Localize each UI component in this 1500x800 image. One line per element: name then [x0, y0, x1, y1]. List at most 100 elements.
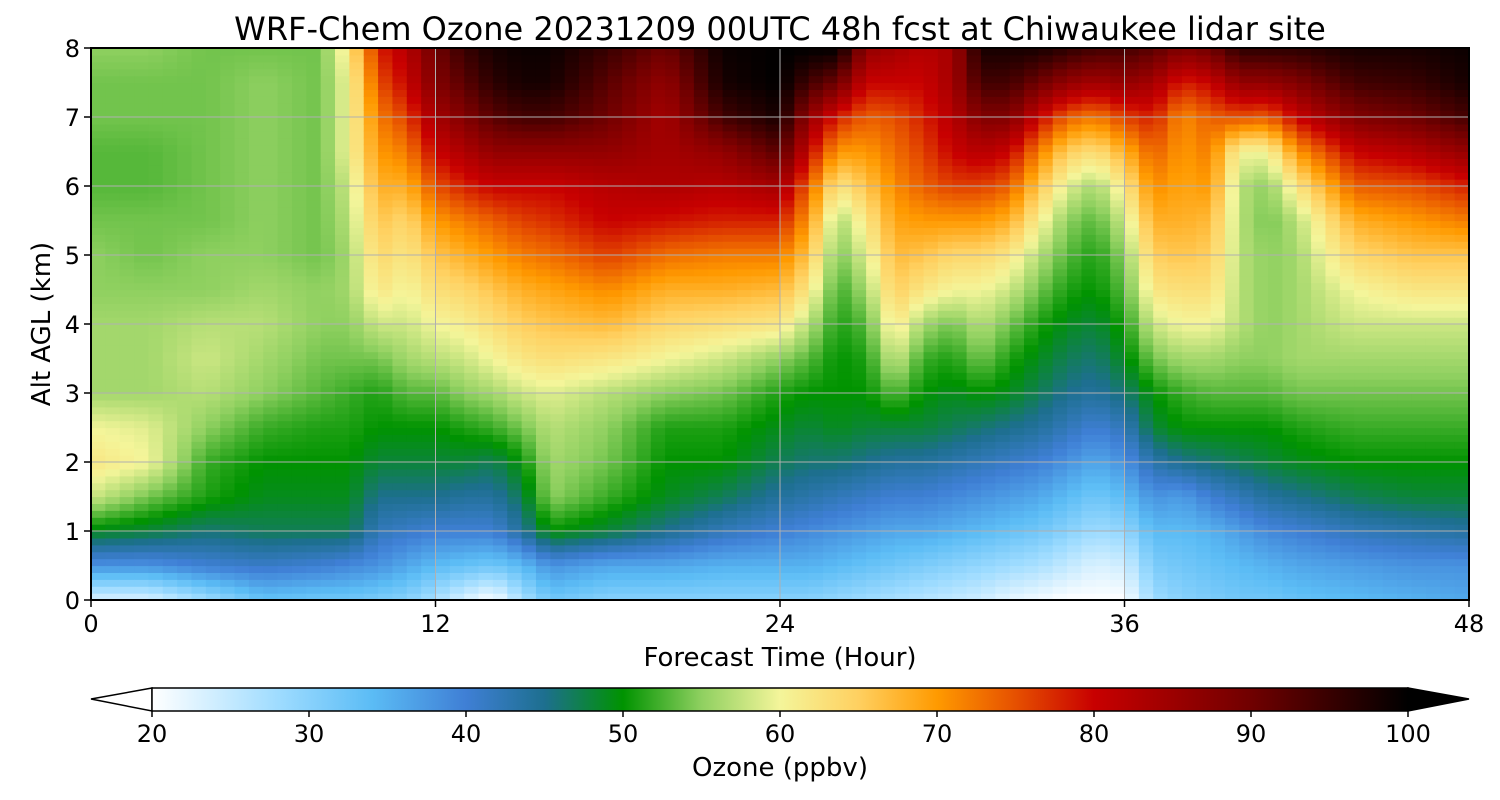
- heatmap-cell: [478, 199, 494, 208]
- heatmap-cell: [435, 303, 451, 311]
- heatmap-cell: [363, 179, 379, 187]
- heatmap-cell: [306, 462, 322, 470]
- heatmap-cell: [952, 503, 968, 511]
- heatmap-cell: [406, 455, 422, 463]
- heatmap-cell: [837, 158, 853, 166]
- heatmap-cell: [378, 303, 394, 311]
- heatmap-cell: [435, 172, 451, 180]
- heatmap-cell: [636, 192, 652, 201]
- heatmap-cell: [148, 558, 164, 567]
- heatmap-cell: [119, 324, 135, 332]
- heatmap-cell: [263, 172, 279, 180]
- heatmap-cell: [263, 89, 279, 97]
- heatmap-cell: [564, 489, 580, 498]
- heatmap-cell: [535, 103, 551, 111]
- heatmap-cell: [507, 510, 523, 518]
- heatmap-cell: [363, 517, 379, 525]
- heatmap-cell: [91, 206, 106, 215]
- heatmap-cell: [105, 399, 121, 408]
- heatmap-cell: [378, 213, 394, 222]
- heatmap-cell: [923, 427, 939, 435]
- heatmap-cell: [392, 261, 408, 270]
- heatmap-cell: [607, 524, 623, 532]
- heatmap-cell: [220, 537, 236, 546]
- heatmap-cell: [794, 386, 810, 394]
- heatmap-cell: [162, 213, 178, 222]
- heatmap-cell: [119, 524, 135, 532]
- heatmap-cell: [148, 82, 164, 90]
- heatmap-cell: [636, 206, 652, 215]
- heatmap-cell: [851, 192, 867, 201]
- heatmap-cell: [564, 531, 580, 539]
- heatmap-cell: [535, 482, 551, 491]
- heatmap-cell: [148, 172, 164, 180]
- heatmap-cell: [91, 441, 106, 449]
- heatmap-cell: [880, 248, 896, 256]
- heatmap-cell: [966, 151, 982, 159]
- heatmap-cell: [492, 489, 508, 498]
- heatmap-cell: [119, 206, 135, 215]
- heatmap-cell: [291, 61, 307, 70]
- heatmap-cell: [722, 172, 738, 180]
- heatmap-cell: [119, 82, 135, 90]
- heatmap-cell: [593, 151, 609, 159]
- heatmap-cell: [550, 537, 566, 546]
- heatmap-cell: [780, 489, 795, 498]
- heatmap-cell: [693, 358, 709, 366]
- heatmap-cell: [866, 48, 882, 56]
- heatmap-cell: [808, 89, 824, 97]
- heatmap-cell: [177, 420, 193, 429]
- heatmap-cell: [866, 393, 882, 401]
- heatmap-cell: [751, 413, 767, 422]
- heatmap-cell: [248, 282, 264, 291]
- heatmap-cell: [220, 199, 236, 208]
- heatmap-cell: [406, 186, 422, 194]
- heatmap-cell: [421, 572, 437, 580]
- heatmap-cell: [923, 186, 939, 194]
- heatmap-cell: [708, 427, 724, 435]
- heatmap-cell: [335, 399, 350, 408]
- heatmap-cell: [894, 227, 910, 235]
- heatmap-cell: [722, 68, 738, 77]
- heatmap-cell: [837, 524, 853, 532]
- heatmap-cell: [708, 248, 724, 256]
- heatmap-cell: [263, 317, 279, 325]
- heatmap-cell: [306, 186, 322, 194]
- heatmap-cell: [449, 123, 465, 132]
- heatmap-cell: [722, 255, 738, 263]
- heatmap-cell: [134, 54, 150, 63]
- heatmap-cell: [923, 151, 939, 159]
- heatmap-cell: [952, 324, 968, 332]
- heatmap-cell: [952, 358, 968, 366]
- heatmap-cell: [220, 61, 236, 70]
- heatmap-cell: [622, 365, 638, 373]
- heatmap-cell: [435, 475, 451, 484]
- heatmap-cell: [866, 268, 882, 277]
- heatmap-cell: [363, 324, 379, 332]
- heatmap-cell: [421, 289, 437, 297]
- heatmap-cell: [823, 227, 839, 235]
- heatmap-cell: [823, 572, 839, 580]
- heatmap-cell: [306, 510, 322, 518]
- heatmap-cell: [966, 393, 982, 401]
- heatmap-cell: [679, 365, 695, 373]
- heatmap-cell: [736, 441, 752, 449]
- heatmap-cell: [679, 324, 695, 332]
- heatmap-cell: [335, 261, 350, 270]
- heatmap-cell: [205, 372, 221, 380]
- heatmap-cell: [191, 537, 207, 546]
- heatmap-cell: [320, 172, 336, 180]
- heatmap-cell: [693, 75, 709, 84]
- heatmap-cell: [708, 386, 724, 394]
- heatmap-cell: [435, 68, 451, 77]
- heatmap-cell: [134, 406, 150, 415]
- heatmap-cell: [335, 510, 350, 518]
- heatmap-cell: [693, 565, 709, 573]
- heatmap-cell: [464, 586, 480, 594]
- heatmap-cell: [177, 110, 193, 118]
- heatmap-cell: [148, 310, 164, 318]
- heatmap-cell: [894, 393, 910, 401]
- heatmap-cell: [191, 289, 207, 297]
- heatmap-cell: [320, 579, 336, 587]
- heatmap-cell: [263, 61, 279, 70]
